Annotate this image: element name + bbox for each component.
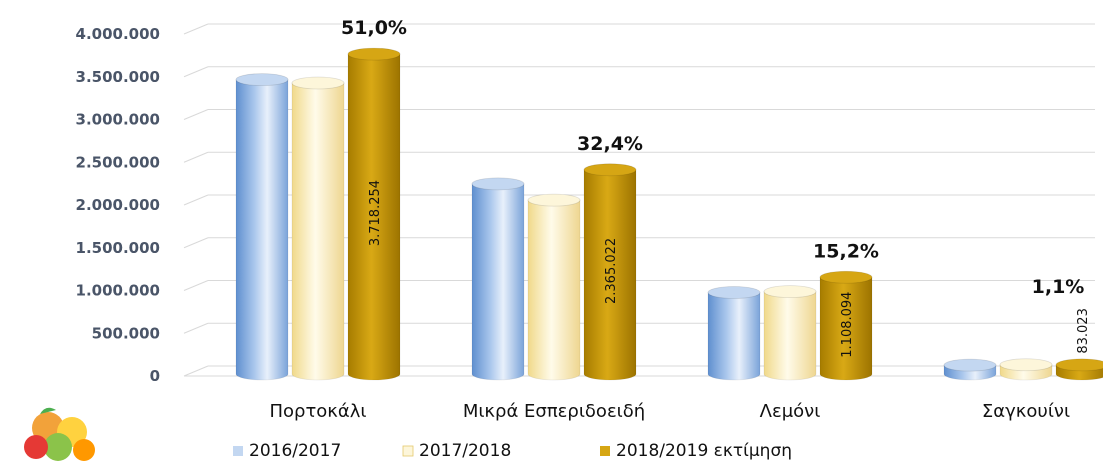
gridline-slant [183, 322, 209, 334]
gridline-slant [183, 66, 209, 78]
y-tick-label: 500.000 [92, 324, 160, 342]
bar-top [999, 358, 1053, 372]
legend-swatch [233, 446, 243, 456]
bar-body [347, 53, 401, 381]
y-tick-label: 0 [150, 367, 160, 385]
legend-item: 2018/2019 εκτίμηση [600, 441, 792, 461]
category-label: Πορτοκάλι [269, 401, 366, 422]
bar-top [527, 193, 581, 207]
bar-body [763, 291, 817, 381]
category-label: Λεμόνι [760, 401, 821, 422]
legend-label: 2016/2017 [249, 441, 341, 461]
bar [583, 163, 637, 381]
gridline-slant [183, 151, 209, 163]
bar-body [819, 276, 873, 381]
share-label: 1,1% [1032, 276, 1085, 298]
legend-swatch [402, 445, 414, 457]
y-tick-label: 2.500.000 [76, 153, 160, 171]
bar [235, 73, 289, 381]
gridline-slant [183, 237, 209, 249]
bar [999, 358, 1053, 381]
bars [235, 47, 1103, 381]
bar-top [707, 286, 761, 299]
y-tick-label: 3.500.000 [76, 68, 160, 86]
bar [471, 177, 525, 381]
data-label: 1.108.094 [840, 292, 855, 358]
y-tick-label: 2.000.000 [76, 196, 160, 214]
y-axis-ticks: 0 500.000 1.000.000 1.500.000 2.000.000 2.500… [76, 25, 160, 385]
bar-body [471, 183, 525, 381]
y-tick-label: 4.000.000 [76, 25, 160, 43]
gridline-slant [183, 109, 209, 120]
data-labels: 3.718.254 51,0% 2.365.022 32,4% 1.108.094 15,… [341, 17, 1091, 358]
gridline-slant [183, 365, 209, 377]
bar [763, 285, 817, 381]
gridline-slant [183, 280, 209, 291]
bar-top [291, 76, 345, 90]
bar [707, 286, 761, 381]
legend-item: 2016/2017 [233, 441, 341, 461]
bar [347, 47, 401, 381]
legend-swatch [600, 446, 610, 456]
bar [527, 193, 581, 381]
gridline-slant [183, 23, 209, 35]
bar-top [471, 177, 525, 191]
bar-top [347, 47, 401, 61]
bar [819, 270, 873, 381]
category-label: Μικρά Εσπεριδοειδή [463, 401, 645, 422]
category-labels: Πορτοκάλι Μικρά Εσπεριδοειδή Λεμόνι Σαγκουί… [269, 401, 1070, 422]
bar-body [583, 169, 637, 381]
data-label: 83.023 [1076, 308, 1091, 354]
y-tick-label: 1.500.000 [76, 239, 160, 257]
share-label: 15,2% [813, 240, 879, 262]
legend-item: 2017/2018 [402, 441, 511, 461]
bar-top [583, 163, 637, 177]
bar [291, 76, 345, 381]
y-tick-label: 3.000.000 [76, 111, 160, 129]
legend: 2016/2017 2017/2018 2018/2019 εκτίμηση [233, 441, 792, 461]
bar [1055, 358, 1103, 381]
bar-body [527, 199, 581, 381]
bar-top [943, 358, 997, 372]
bar-top [1055, 358, 1103, 372]
legend-label: 2017/2018 [419, 441, 511, 461]
legend-label: 2018/2019 εκτίμηση [616, 441, 792, 461]
bar-body [291, 82, 345, 381]
data-label: 3.718.254 [368, 180, 383, 246]
bar-body [707, 292, 761, 381]
bar-body [235, 79, 289, 381]
share-label: 32,4% [577, 133, 643, 155]
citrus-fruits-icon [24, 407, 95, 461]
bar-top [819, 270, 873, 284]
bar [943, 358, 997, 381]
category-label: Σαγκουίνι [982, 401, 1070, 422]
share-label: 51,0% [341, 17, 407, 39]
gridline-slant [183, 194, 209, 206]
bar-top [763, 285, 817, 299]
data-label: 2.365.022 [604, 238, 619, 304]
bar-top [235, 73, 289, 86]
y-tick-label: 1.000.000 [76, 282, 160, 300]
